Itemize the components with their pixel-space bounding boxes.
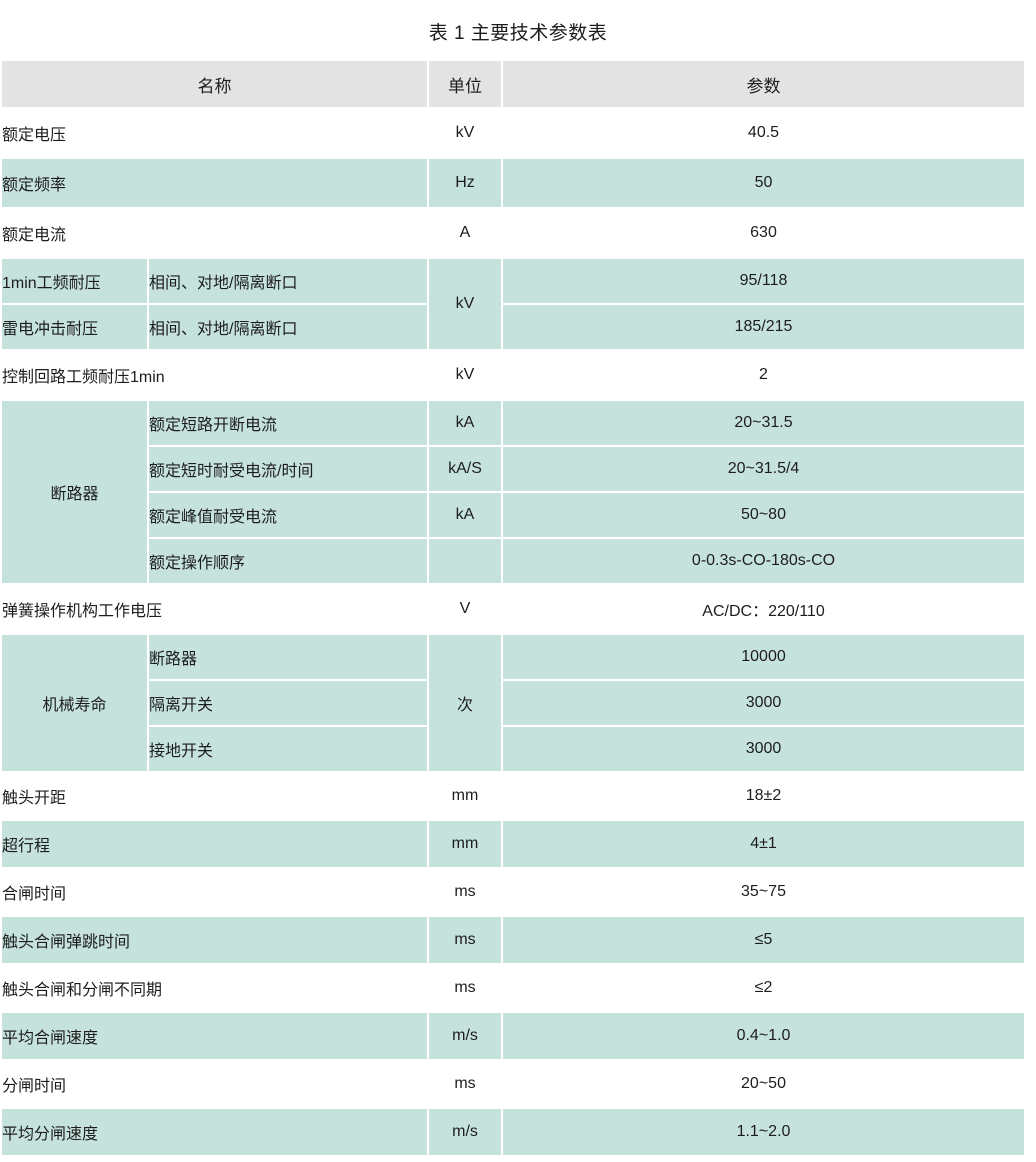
row-label-async-close-open: 触头合闸和分闸不同期	[2, 965, 427, 1011]
row-sublabel-breaker-2: 额定峰值耐受电流	[149, 493, 427, 537]
row-label-lightning-impulse: 雷电冲击耐压	[2, 305, 147, 349]
row-unit-over-travel: mm	[429, 821, 501, 867]
row-unit-breaker-0: kA	[429, 401, 501, 445]
row-label-avg-closing-speed: 平均合闸速度	[2, 1013, 427, 1059]
row-value-control-circuit: 2	[503, 351, 1024, 399]
row-value-contact-bounce: ≤5	[503, 917, 1024, 963]
table-row: 弹簧操作机构工作电压 V AC/DC：220/110	[2, 585, 1024, 633]
row-value-rated-current: 630	[503, 209, 1024, 257]
table-row: 额定峰值耐受电流 kA 50~80	[2, 493, 1024, 537]
row-label-rated-voltage: 额定电压	[2, 109, 427, 157]
row-label-spring-mechanism: 弹簧操作机构工作电压	[2, 585, 427, 633]
row-unit-breaker-1: kA/S	[429, 447, 501, 491]
table-row: 额定频率 Hz 50	[2, 159, 1024, 207]
row-value-power-freq-withstand: 95/118	[503, 259, 1024, 303]
row-label-avg-opening-speed: 平均分闸速度	[2, 1109, 427, 1155]
table-row: 接地开关 3000	[2, 727, 1024, 771]
table-row: 额定短时耐受电流/时间 kA/S 20~31.5/4	[2, 447, 1024, 491]
row-value-mechanical-life-2: 3000	[503, 727, 1024, 771]
row-value-breaker-3: 0-0.3s-CO-180s-CO	[503, 539, 1024, 583]
row-unit-breaker-3	[429, 539, 501, 583]
row-label-contact-bounce: 触头合闸弹跳时间	[2, 917, 427, 963]
table-row: 平均分闸速度 m/s 1.1~2.0	[2, 1109, 1024, 1155]
row-sublabel-mechanical-life-2: 接地开关	[149, 727, 427, 771]
row-sublabel-breaker-3: 额定操作顺序	[149, 539, 427, 583]
table-row: 断路器 额定短路开断电流 kA 20~31.5	[2, 401, 1024, 583]
row-value-lightning-impulse: 185/215	[503, 305, 1024, 349]
row-unit-rated-current: A	[429, 209, 501, 257]
row-value-breaker-0: 20~31.5	[503, 401, 1024, 445]
row-sublabel-power-freq-withstand: 相间、对地/隔离断口	[149, 259, 427, 303]
row-unit-breaker-2: kA	[429, 493, 501, 537]
row-unit-contact-gap: mm	[429, 773, 501, 819]
row-unit-control-circuit: kV	[429, 351, 501, 399]
column-header-parameter: 参数	[503, 61, 1024, 107]
table-row: 触头合闸弹跳时间 ms ≤5	[2, 917, 1024, 963]
table-row: 机械寿命 断路器 次 10000	[2, 635, 1024, 771]
table-row: 隔离开关 3000	[2, 681, 1024, 725]
table-row: 额定操作顺序 0-0.3s-CO-180s-CO	[2, 539, 1024, 583]
table-row: 平均合闸速度 m/s 0.4~1.0	[2, 1013, 1024, 1059]
technical-parameters-table: 名称 单位 参数 额定电压 kV 40.5 额定频率 Hz 50 额定电流 A …	[0, 59, 1026, 1157]
row-sublabel-lightning-impulse: 相间、对地/隔离断口	[149, 305, 427, 349]
row-unit-opening-time: ms	[429, 1061, 501, 1107]
row-label-closing-time: 合闸时间	[2, 869, 427, 915]
row-unit-async-close-open: ms	[429, 965, 501, 1011]
row-value-breaker-1: 20~31.5/4	[503, 447, 1024, 491]
row-value-avg-closing-speed: 0.4~1.0	[503, 1013, 1024, 1059]
row-value-opening-time: 20~50	[503, 1061, 1024, 1107]
row-unit-rated-voltage: kV	[429, 109, 501, 157]
table-row: 分闸时间 ms 20~50	[2, 1061, 1024, 1107]
table-row: 触头合闸和分闸不同期 ms ≤2	[2, 965, 1024, 1011]
column-header-unit: 单位	[429, 61, 501, 107]
row-sublabel-breaker-1: 额定短时耐受电流/时间	[149, 447, 427, 491]
row-sublabel-mechanical-life-1: 隔离开关	[149, 681, 427, 725]
row-value-rated-voltage: 40.5	[503, 109, 1024, 157]
row-group-label-mechanical-life: 机械寿命	[2, 635, 147, 771]
table-row: 超行程 mm 4±1	[2, 821, 1024, 867]
row-sublabel-breaker-0: 额定短路开断电流	[149, 401, 427, 445]
row-value-async-close-open: ≤2	[503, 965, 1024, 1011]
table-row: 控制回路工频耐压1min kV 2	[2, 351, 1024, 399]
row-label-opening-time: 分闸时间	[2, 1061, 427, 1107]
row-value-rated-frequency: 50	[503, 159, 1024, 207]
row-value-contact-gap: 18±2	[503, 773, 1024, 819]
row-value-breaker-2: 50~80	[503, 493, 1024, 537]
row-value-mechanical-life-1: 3000	[503, 681, 1024, 725]
row-label-power-freq-withstand: 1min工频耐压	[2, 259, 147, 303]
row-group-label-breaker: 断路器	[2, 401, 147, 583]
row-sublabel-mechanical-life-0: 断路器	[149, 635, 427, 679]
row-unit-closing-time: ms	[429, 869, 501, 915]
row-unit-avg-opening-speed: m/s	[429, 1109, 501, 1155]
row-unit-withstand-voltage: kV	[429, 259, 501, 349]
table-header-row: 名称 单位 参数	[2, 61, 1024, 107]
row-label-contact-gap: 触头开距	[2, 773, 427, 819]
table-row: 合闸时间 ms 35~75	[2, 869, 1024, 915]
row-unit-mechanical-life: 次	[429, 635, 501, 771]
table-row: 额定电流 A 630	[2, 209, 1024, 257]
column-header-name: 名称	[2, 61, 427, 107]
row-unit-avg-closing-speed: m/s	[429, 1013, 501, 1059]
row-unit-spring-mechanism: V	[429, 585, 501, 633]
row-unit-rated-frequency: Hz	[429, 159, 501, 207]
row-value-spring-mechanism: AC/DC：220/110	[503, 585, 1024, 633]
row-value-mechanical-life-0: 10000	[503, 635, 1024, 679]
table-row: 额定电压 kV 40.5	[2, 109, 1024, 157]
table-row: 触头开距 mm 18±2	[2, 773, 1024, 819]
row-value-over-travel: 4±1	[503, 821, 1024, 867]
table-caption: 表 1 主要技术参数表	[428, 23, 608, 44]
row-unit-contact-bounce: ms	[429, 917, 501, 963]
row-value-avg-opening-speed: 1.1~2.0	[503, 1109, 1024, 1155]
row-label-control-circuit: 控制回路工频耐压1min	[2, 351, 427, 399]
table-row: 1min工频耐压 相间、对地/隔离断口 kV 95/118	[2, 259, 1024, 349]
table-row: 雷电冲击耐压 相间、对地/隔离断口 185/215	[2, 305, 1024, 349]
row-value-closing-time: 35~75	[503, 869, 1024, 915]
row-label-over-travel: 超行程	[2, 821, 427, 867]
row-label-rated-current: 额定电流	[2, 209, 427, 257]
row-label-rated-frequency: 额定频率	[2, 159, 427, 207]
